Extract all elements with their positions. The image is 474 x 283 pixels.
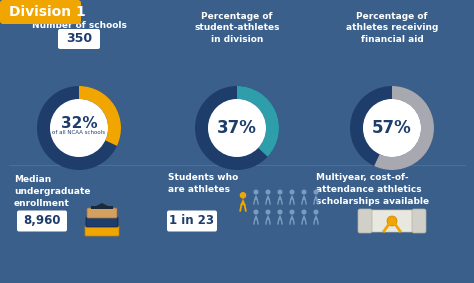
Polygon shape	[278, 195, 282, 200]
Circle shape	[265, 190, 271, 195]
FancyBboxPatch shape	[0, 0, 81, 24]
Polygon shape	[266, 215, 270, 220]
Text: Number of schools: Number of schools	[32, 20, 127, 29]
Polygon shape	[266, 195, 270, 200]
Circle shape	[208, 99, 266, 157]
Polygon shape	[314, 195, 318, 200]
Polygon shape	[254, 215, 258, 220]
FancyBboxPatch shape	[87, 208, 117, 218]
Text: 57%: 57%	[372, 119, 412, 137]
Circle shape	[254, 190, 258, 195]
Polygon shape	[314, 215, 318, 220]
Circle shape	[265, 209, 271, 215]
Circle shape	[277, 190, 283, 195]
FancyBboxPatch shape	[412, 209, 426, 233]
Text: 8,960: 8,960	[23, 215, 61, 228]
Text: Multiyear, cost-of-
attendance athletics
scholarships available: Multiyear, cost-of- attendance athletics…	[316, 173, 429, 206]
FancyBboxPatch shape	[17, 211, 67, 231]
Polygon shape	[92, 203, 112, 208]
Wedge shape	[374, 86, 434, 170]
Text: 1 in 23: 1 in 23	[170, 215, 215, 228]
Circle shape	[363, 99, 421, 157]
Wedge shape	[79, 86, 121, 146]
Circle shape	[50, 99, 108, 157]
FancyBboxPatch shape	[167, 211, 217, 231]
Circle shape	[387, 216, 397, 226]
Circle shape	[301, 190, 307, 195]
Wedge shape	[37, 86, 121, 170]
Text: Students who
are athletes: Students who are athletes	[168, 173, 238, 194]
Circle shape	[290, 190, 294, 195]
Text: 350: 350	[66, 33, 92, 46]
Circle shape	[277, 209, 283, 215]
Polygon shape	[254, 195, 258, 200]
Circle shape	[254, 209, 258, 215]
Circle shape	[301, 209, 307, 215]
Text: of all NCAA schools: of all NCAA schools	[53, 130, 106, 136]
Text: Percentage of
athletes receiving
financial aid: Percentage of athletes receiving financi…	[346, 12, 438, 44]
FancyBboxPatch shape	[358, 209, 372, 233]
FancyBboxPatch shape	[86, 217, 118, 227]
Text: Division 1: Division 1	[9, 5, 86, 19]
Circle shape	[313, 190, 319, 195]
Wedge shape	[350, 86, 434, 170]
Polygon shape	[278, 215, 282, 220]
Circle shape	[290, 209, 294, 215]
FancyBboxPatch shape	[91, 206, 113, 209]
Wedge shape	[237, 86, 279, 157]
Polygon shape	[240, 199, 246, 205]
Text: 37%: 37%	[217, 119, 257, 137]
FancyBboxPatch shape	[58, 29, 100, 49]
Text: 32%: 32%	[61, 115, 97, 130]
Text: Median
undergraduate
enrollment: Median undergraduate enrollment	[14, 175, 91, 208]
FancyBboxPatch shape	[361, 210, 423, 232]
Polygon shape	[302, 215, 306, 220]
Polygon shape	[290, 215, 294, 220]
Polygon shape	[302, 195, 306, 200]
Polygon shape	[290, 195, 294, 200]
Text: Percentage of
student-athletes
in division: Percentage of student-athletes in divisi…	[194, 12, 280, 44]
Wedge shape	[195, 86, 279, 170]
FancyBboxPatch shape	[85, 226, 119, 236]
Circle shape	[240, 192, 246, 199]
Circle shape	[313, 209, 319, 215]
